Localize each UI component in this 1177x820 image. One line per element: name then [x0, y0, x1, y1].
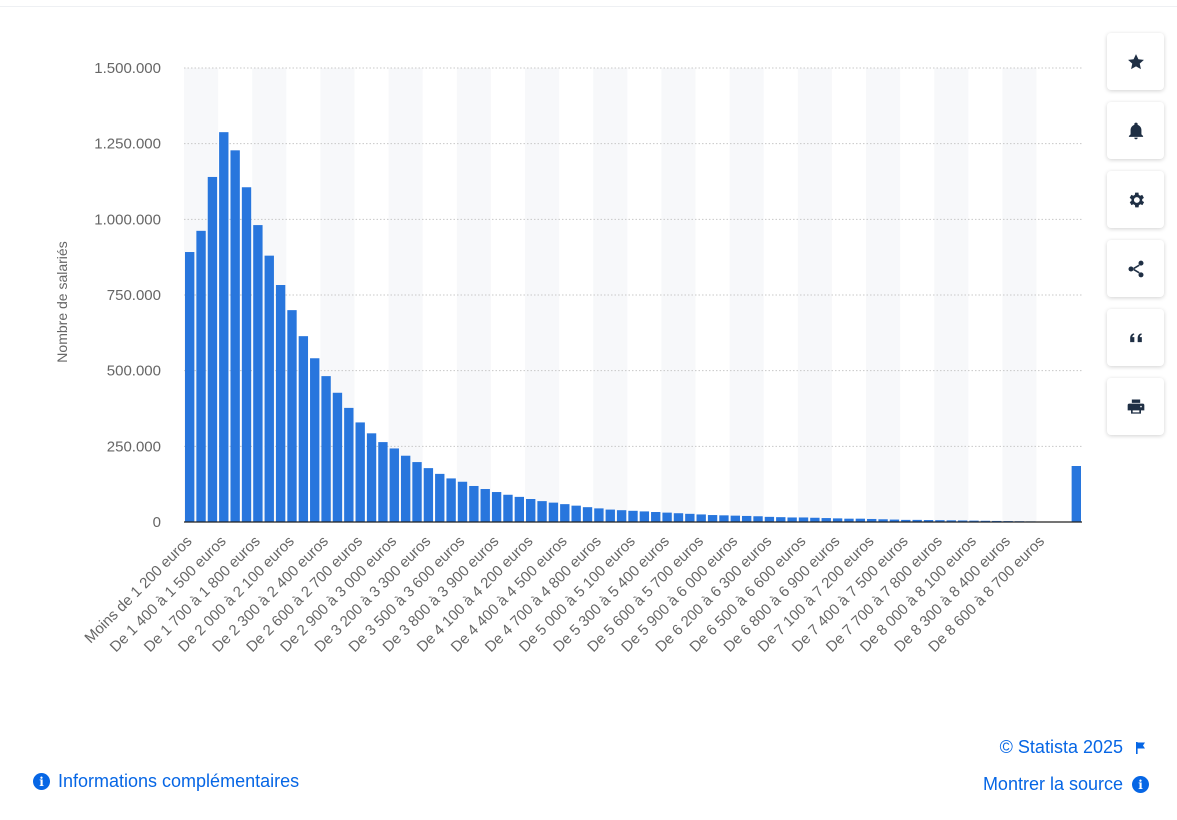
- settings-button[interactable]: [1107, 171, 1164, 228]
- bar: [583, 507, 592, 522]
- show-source-label: Montrer la source: [983, 774, 1123, 795]
- bar: [458, 482, 467, 522]
- bar: [549, 503, 558, 522]
- bar: [492, 492, 501, 522]
- bar: [787, 517, 796, 522]
- bar: [537, 501, 546, 522]
- bar: [708, 515, 717, 522]
- bar: [424, 468, 433, 522]
- info-icon: i: [1132, 776, 1149, 793]
- chart-card: 0 250.000 500.000 750.000 1.000.000 1.250.000…: [0, 6, 1177, 820]
- bar: [526, 499, 535, 522]
- bar: [287, 310, 296, 522]
- bar: [662, 513, 671, 522]
- bar: [617, 510, 626, 522]
- bar: [651, 512, 660, 522]
- y-tick-label: 1.000.000: [94, 211, 161, 228]
- action-sidebar: [1107, 33, 1165, 447]
- bar: [799, 517, 808, 522]
- bar: [401, 456, 410, 522]
- bar: [606, 510, 615, 522]
- bar: [731, 516, 740, 522]
- bar-chart: 0 250.000 500.000 750.000 1.000.000 1.250.000…: [0, 7, 1100, 727]
- bar: [265, 256, 274, 522]
- gear-icon: [1126, 190, 1146, 210]
- bar: [481, 489, 490, 522]
- y-tick-label: 500.000: [107, 363, 161, 380]
- bar: [412, 462, 421, 522]
- bar: [719, 515, 728, 522]
- bar: [571, 506, 580, 522]
- more-info-label: Informations complémentaires: [58, 771, 299, 792]
- bar: [640, 511, 649, 522]
- bar: [219, 132, 228, 522]
- copyright-text: © Statista 2025: [1000, 737, 1123, 758]
- bell-icon: [1126, 121, 1146, 141]
- flag-icon[interactable]: [1133, 741, 1147, 755]
- alert-button[interactable]: [1107, 102, 1164, 159]
- y-tick-label: 1.500.000: [94, 60, 161, 77]
- bar: [185, 252, 194, 522]
- bar: [435, 474, 444, 522]
- bar: [685, 514, 694, 522]
- bar: [1072, 466, 1081, 522]
- y-axis-title: Nombre de salariés: [54, 241, 70, 362]
- bar: [674, 513, 683, 522]
- bar: [594, 508, 603, 522]
- bar: [742, 516, 751, 522]
- copyright: © Statista 2025: [1000, 737, 1147, 758]
- y-tick-label: 250.000: [107, 438, 161, 455]
- quote-icon: [1126, 328, 1146, 348]
- bar: [310, 358, 319, 522]
- bar: [515, 497, 524, 522]
- star-icon: [1126, 52, 1146, 72]
- bar: [253, 225, 262, 522]
- bar: [276, 285, 285, 522]
- share-icon: [1126, 259, 1146, 279]
- bar: [367, 433, 376, 522]
- bar: [378, 442, 387, 522]
- y-tick-label: 1.250.000: [94, 136, 161, 153]
- y-tick-label: 750.000: [107, 287, 161, 304]
- bar: [299, 336, 308, 522]
- bar: [560, 504, 569, 522]
- bar: [344, 408, 353, 522]
- bar: [697, 514, 706, 522]
- bar: [333, 393, 342, 522]
- bar: [321, 376, 330, 522]
- bar: [810, 518, 819, 522]
- print-icon: [1126, 397, 1146, 417]
- y-tick-label: 0: [153, 514, 161, 531]
- bar: [196, 231, 205, 522]
- bar: [356, 422, 365, 522]
- bar: [753, 516, 762, 522]
- favorite-button[interactable]: [1107, 33, 1164, 90]
- info-icon: i: [33, 773, 50, 790]
- bar: [446, 478, 455, 522]
- bar: [503, 495, 512, 522]
- bar: [469, 486, 478, 522]
- share-button[interactable]: [1107, 240, 1164, 297]
- more-info-link[interactable]: i Informations complémentaires: [33, 771, 299, 792]
- show-source-link[interactable]: Montrer la source i: [983, 774, 1149, 795]
- bar: [390, 448, 399, 522]
- bar: [230, 150, 239, 522]
- bar: [242, 187, 251, 522]
- cite-button[interactable]: [1107, 309, 1164, 366]
- bar: [776, 517, 785, 522]
- bar: [208, 177, 217, 522]
- bar: [628, 511, 637, 522]
- print-button[interactable]: [1107, 378, 1164, 435]
- bar: [765, 517, 774, 522]
